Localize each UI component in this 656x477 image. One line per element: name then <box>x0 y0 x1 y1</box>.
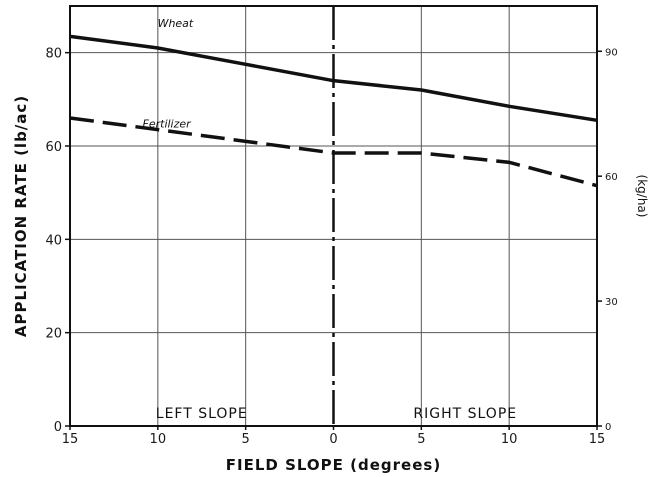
region-label: LEFT SLOPE <box>156 406 248 422</box>
y2-tick-label: 90 <box>605 47 618 58</box>
y-tick-label: 60 <box>45 140 62 155</box>
plot-frame <box>69 5 598 427</box>
series-line-wheat <box>69 34 598 123</box>
y-tick-label: 20 <box>45 327 62 342</box>
x-tick-label: 10 <box>501 432 518 447</box>
y2-tick-label: 60 <box>605 172 618 183</box>
y2-tick-label: 30 <box>605 297 618 308</box>
series-label-wheat: Wheat <box>158 17 194 30</box>
y-tick-label: 80 <box>45 47 62 62</box>
y-tick-label: 0 <box>54 420 62 435</box>
series-lines <box>69 34 598 188</box>
x-tick-label: 10 <box>150 432 167 447</box>
x-tick-label: 15 <box>62 432 79 447</box>
region-label: RIGHT SLOPE <box>413 406 517 422</box>
x-tick-label: 5 <box>242 432 250 447</box>
chart-labels: Wheat Fertilizer LEFT SLOPE RIGHT SLOPE FIEL… <box>12 17 649 474</box>
series-line-fertilizer <box>69 116 598 188</box>
y2-tick-label: 0 <box>605 422 611 433</box>
y2-axis-title: (kg/ha) <box>635 175 649 218</box>
x-tick-label: 5 <box>417 432 425 447</box>
y-tick-label: 40 <box>45 233 62 248</box>
x-tick-label: 15 <box>589 432 606 447</box>
series-label-fertilizer: Fertilizer <box>143 117 193 130</box>
y-axis-title: APPLICATION RATE (lb/ac) <box>12 95 30 337</box>
x-axis-title: FIELD SLOPE (degrees) <box>226 456 441 474</box>
x-tick-label: 0 <box>329 432 337 447</box>
axis-ticks: 0 20 40 60 80 0 30 60 90 15 10 5 0 5 10 15 <box>45 47 617 447</box>
